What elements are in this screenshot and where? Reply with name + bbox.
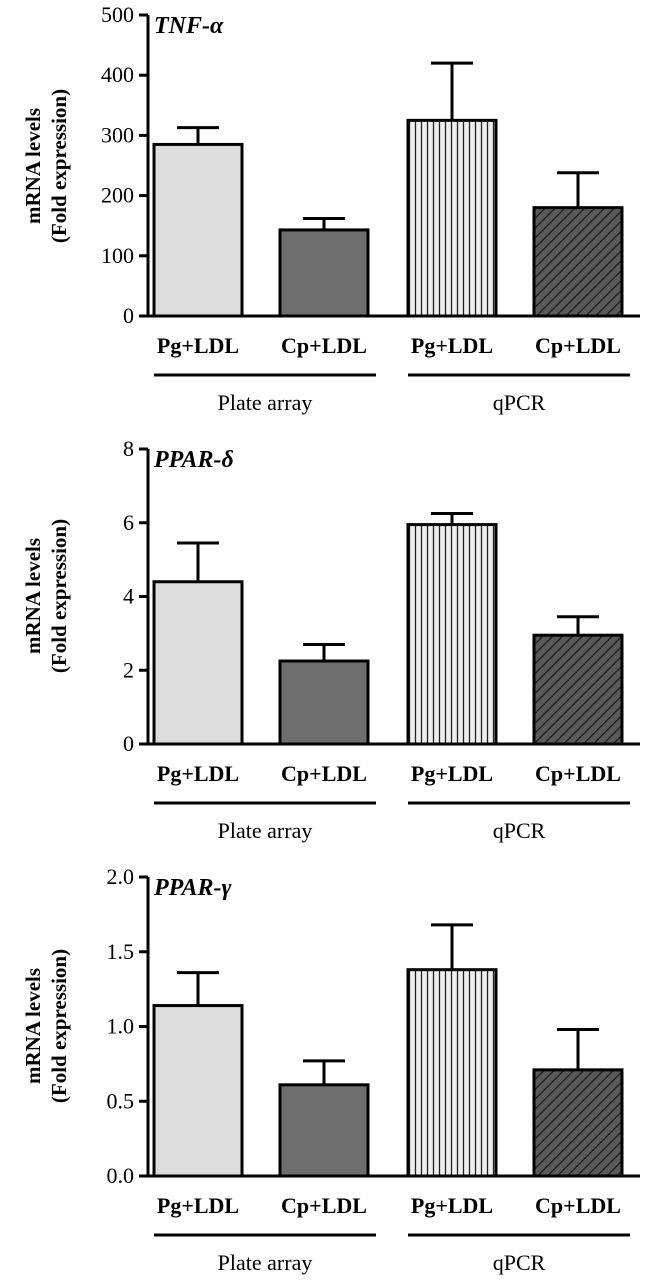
y-axis-label-line: (Fold expression) bbox=[47, 949, 71, 1103]
x-category-label: Pg+LDL bbox=[411, 761, 493, 786]
bar-4 bbox=[532, 1068, 624, 1178]
x-category-label: Cp+LDL bbox=[281, 333, 367, 358]
group-label: qPCR bbox=[493, 818, 546, 843]
y-tick-label: 1.0 bbox=[107, 1014, 135, 1039]
x-category-label: Pg+LDL bbox=[157, 1193, 239, 1218]
panel-title: PPAR-γ bbox=[153, 875, 232, 901]
bar-1 bbox=[152, 580, 244, 746]
y-tick-label: 1.5 bbox=[107, 939, 135, 964]
group-label: qPCR bbox=[493, 1250, 546, 1275]
x-category-label: Cp+LDL bbox=[281, 761, 367, 786]
y-axis-label: mRNA levels (Fold expression) bbox=[21, 89, 71, 243]
group-label: Plate array bbox=[218, 390, 313, 415]
x-category-label: Pg+LDL bbox=[411, 333, 493, 358]
bar-2 bbox=[278, 1083, 370, 1178]
y-axis-label-line: mRNA levels bbox=[21, 108, 45, 224]
y-axis-label: mRNA levels (Fold expression) bbox=[21, 519, 71, 673]
x-category-label: Cp+LDL bbox=[281, 1193, 367, 1218]
x-category-label: Cp+LDL bbox=[535, 1193, 621, 1218]
bar-4 bbox=[532, 633, 624, 746]
bar-3 bbox=[406, 968, 498, 1178]
y-tick-label: 200 bbox=[101, 183, 134, 208]
group-label: qPCR bbox=[493, 390, 546, 415]
y-axis-label: mRNA levels (Fold expression) bbox=[21, 949, 71, 1103]
y-tick-label: 0 bbox=[123, 303, 134, 328]
x-category-label: Pg+LDL bbox=[157, 761, 239, 786]
bar-4 bbox=[532, 206, 624, 318]
x-category-label: Cp+LDL bbox=[535, 333, 621, 358]
panel-title: TNF-α bbox=[154, 13, 224, 39]
y-axis-label-line: mRNA levels bbox=[21, 968, 45, 1084]
y-tick-label: 0.0 bbox=[107, 1163, 135, 1188]
bar-3 bbox=[406, 118, 498, 318]
y-tick-label: 400 bbox=[101, 62, 134, 87]
bar-2 bbox=[278, 659, 370, 746]
group-label: Plate array bbox=[218, 818, 313, 843]
x-category-label: Pg+LDL bbox=[157, 333, 239, 358]
y-tick-label: 4 bbox=[123, 584, 134, 609]
y-tick-label: 2.0 bbox=[107, 864, 135, 889]
y-axis-label-line: (Fold expression) bbox=[47, 519, 71, 673]
chart-panel-3: 0.0 0.5 1.0 1.5 2.0 mRNA levels (Fold expressi… bbox=[21, 864, 640, 1275]
y-tick-label: 6 bbox=[123, 510, 134, 535]
y-axis-label-line: mRNA levels bbox=[21, 538, 45, 654]
y-tick-label: 0.5 bbox=[107, 1088, 135, 1113]
y-tick-label: 500 bbox=[101, 2, 134, 27]
bar-1 bbox=[152, 142, 244, 318]
group-label: Plate array bbox=[218, 1250, 313, 1275]
bar-1 bbox=[152, 1004, 244, 1178]
x-category-label: Cp+LDL bbox=[535, 761, 621, 786]
y-tick-label: 300 bbox=[101, 122, 134, 147]
y-tick-label: 0 bbox=[123, 731, 134, 756]
y-axis-label-line: (Fold expression) bbox=[47, 89, 71, 243]
chart-panel-1: 0 100 200 300 400 500 mRNA levels (Fold express… bbox=[21, 2, 640, 415]
y-tick-label: 100 bbox=[101, 243, 134, 268]
y-tick-label: 8 bbox=[123, 436, 134, 461]
bar-3 bbox=[406, 523, 498, 746]
x-category-label: Pg+LDL bbox=[411, 1193, 493, 1218]
chart-panel-2: 0 2 4 6 8 mRNA levels (Fold expression) PPAR-δ P… bbox=[21, 436, 640, 843]
y-tick-label: 2 bbox=[123, 657, 134, 682]
bar-2 bbox=[278, 228, 370, 318]
panel-title: PPAR-δ bbox=[153, 447, 234, 473]
